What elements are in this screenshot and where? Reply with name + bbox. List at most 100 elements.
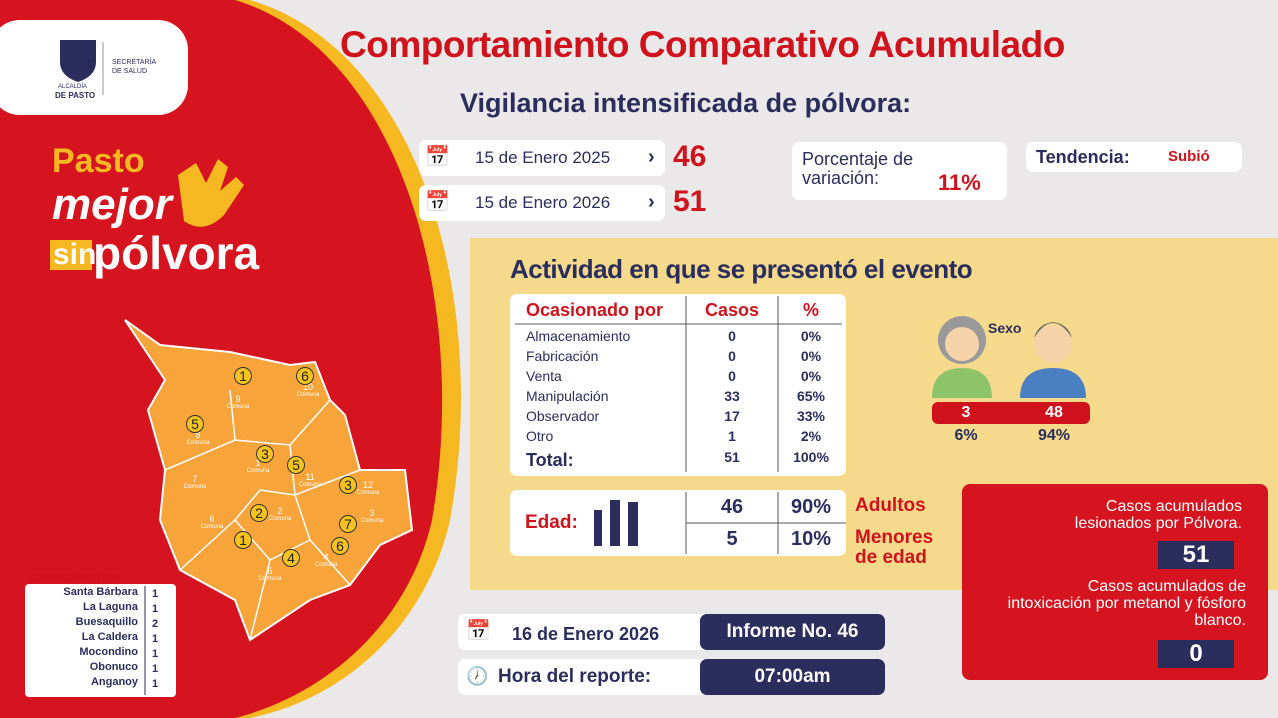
logo-text: SECRETARÍA DE SALUD: [112, 59, 156, 75]
calendar-icon: 📅: [466, 620, 491, 642]
comuna-number: 6: [209, 514, 215, 524]
title: Comportamiento Comparativo Acumulado: [340, 24, 1065, 65]
sex-label: Sexo: [988, 320, 1022, 336]
male-pct: 94%: [1037, 427, 1071, 444]
table-cell: 1: [728, 428, 736, 444]
table-total: 100%: [793, 449, 829, 465]
campaign-text: pólvora: [93, 227, 260, 279]
corregimiento-count: 1: [151, 603, 159, 615]
table-cell: 0: [728, 348, 736, 364]
sin-box: [50, 240, 92, 270]
summary-label: Casos acumulados de intoxicación por met…: [1007, 578, 1246, 629]
arrow-icon: ›: [648, 146, 655, 168]
table-cell: 0%: [800, 368, 822, 384]
map-marker: 3: [256, 445, 274, 463]
comuna-word: Comuna: [298, 482, 322, 488]
activity-title: Actividad en que se presentó el evento: [510, 254, 973, 284]
trend-label: Tendencia:: [1036, 147, 1130, 167]
arrow-icon: ›: [648, 191, 655, 213]
comuna-number: 2: [277, 506, 283, 516]
date-pill: [419, 140, 665, 176]
table-total: Total:: [526, 450, 574, 470]
table-cell: 0%: [800, 348, 822, 364]
corregimiento-name: Obonuco: [89, 661, 138, 673]
time-label: Hora del reporte:: [498, 666, 652, 687]
campaign-text: mejor: [52, 180, 172, 229]
variation-value: 11%: [938, 170, 981, 195]
corregimiento-count: 1: [151, 648, 159, 660]
comparison-date: 15 de Enero 2025: [475, 148, 611, 167]
sex-bar: [932, 402, 1090, 424]
table-header: %: [802, 300, 819, 320]
comuna-word: Comuna: [246, 468, 270, 474]
map-marker: 4: [282, 549, 300, 567]
table-cell: Fabricación: [526, 348, 599, 364]
table-cell: 65%: [796, 388, 826, 404]
comuna-number: 5: [267, 566, 273, 576]
subtitle: Vigilancia intensificada de pólvora:: [460, 88, 912, 118]
people-icon: [594, 500, 638, 546]
table-header: Casos: [704, 300, 760, 320]
age-count: 5: [726, 528, 738, 550]
male-count: 48: [1045, 404, 1063, 421]
comuna-number: 8: [195, 430, 201, 440]
report-number-box: [700, 614, 885, 650]
campaign-text: sin: [53, 238, 97, 271]
comuna-word: Comuna: [268, 516, 292, 522]
variation-label: Porcentaje de variación:: [802, 149, 914, 188]
comuna-number: 7: [192, 474, 198, 484]
summary-value: 51: [1182, 541, 1210, 568]
summary-value: 0: [1189, 640, 1203, 667]
corregimientos-title: CORREGIMIENTOS:: [29, 573, 125, 584]
female-count: 3: [961, 404, 971, 421]
date-pill: [419, 185, 665, 221]
map-marker: 6: [296, 367, 314, 385]
table-header: Ocasionado por: [526, 300, 664, 320]
comuna-number: 1: [255, 458, 261, 468]
table-cell: Manipulación: [526, 388, 609, 404]
logo-text: ALCALDÍA: [58, 84, 88, 90]
comparison-date: 15 de Enero 2026: [475, 193, 611, 212]
corregimiento-count: 1: [151, 678, 159, 690]
corregimiento-count: 2: [151, 618, 159, 630]
comuna-number: 10: [302, 382, 313, 392]
table-cell: 17: [724, 408, 740, 424]
map-marker: 3: [339, 476, 357, 494]
hand-icon: [178, 159, 244, 227]
table-cell: Venta: [526, 368, 562, 384]
campaign-text: Pasto: [52, 142, 145, 180]
map-borders: [164, 389, 361, 641]
male-icon: [1020, 322, 1086, 398]
table-total: 51: [724, 449, 740, 465]
table-cell: Otro: [526, 428, 554, 444]
comparison-value: 46: [673, 140, 707, 173]
age-group: Menores de edad: [855, 527, 934, 568]
map-marker: 5: [287, 456, 305, 474]
table-cell: 33%: [796, 408, 826, 424]
corregimiento-count: 1: [151, 588, 159, 600]
age-count: 46: [720, 496, 744, 518]
report-number: Informe No. 46: [726, 621, 859, 642]
corregimiento-count: 1: [151, 663, 159, 675]
comuna-word: Comuna: [226, 404, 250, 410]
corregimientos-box: [25, 584, 176, 697]
variation-box: [792, 142, 1007, 200]
calendar-icon: 📅: [425, 146, 450, 168]
table-cell: 0: [728, 328, 736, 344]
comuna-number: 4: [323, 552, 329, 562]
logo-shield: [60, 40, 96, 82]
map-marker: 7: [339, 515, 357, 533]
map-marker: 1: [234, 367, 252, 385]
calendar-icon: 📅: [425, 191, 450, 213]
table-cell: 2%: [800, 428, 822, 444]
summary-value-box: [1158, 541, 1234, 569]
age-group: Adultos: [855, 495, 926, 516]
table-cell: 0: [728, 368, 736, 384]
clock-icon: 🕖: [466, 666, 489, 686]
summary-label: Casos acumulados lesionados por Pólvora.: [1074, 498, 1242, 532]
map-marker: 2: [250, 504, 268, 522]
comuna-number: 12: [362, 480, 373, 490]
corregimiento-count: 1: [151, 633, 159, 645]
time-box: [700, 659, 885, 695]
